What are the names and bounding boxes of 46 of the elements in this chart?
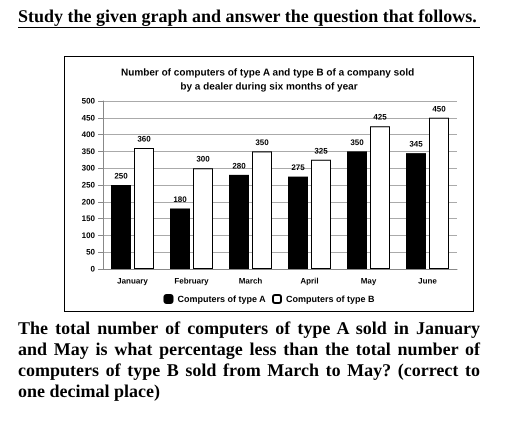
- legend-label: Computers of type A: [177, 294, 266, 304]
- y-tick-label: 50: [86, 248, 96, 257]
- data-label: 250: [114, 172, 128, 180]
- data-label: 350: [350, 138, 364, 147]
- x-tick-label: February: [174, 276, 210, 286]
- bar: [347, 151, 367, 269]
- bar: [111, 185, 131, 269]
- chart-title: Number of computers of type A and type B of a company sold by a dealer during six months of year: [121, 68, 417, 92]
- bar: [288, 176, 308, 269]
- data-label: 350: [255, 138, 270, 147]
- y-tick-label: 200: [82, 197, 96, 206]
- bar: [193, 168, 213, 269]
- bar: [134, 148, 154, 269]
- data-label: 300: [196, 154, 210, 164]
- text: Study the given graph and answer the question that follows.: [18, 6, 480, 28]
- x-tick-label: April: [300, 276, 319, 286]
- x-tick-label: June: [418, 276, 438, 286]
- data-label: 425: [373, 112, 388, 122]
- x-tick-label: March: [238, 276, 262, 286]
- y-tick-label: 150: [82, 214, 96, 224]
- y-tick-label: 350: [82, 146, 96, 156]
- data-label: 275: [291, 163, 306, 172]
- bar: [170, 208, 190, 269]
- x-tick-label: January: [117, 276, 148, 286]
- bar: [429, 118, 449, 269]
- data-label: 280: [232, 161, 246, 170]
- x-tick-label: May: [360, 276, 377, 286]
- y-tick-label: 300: [82, 164, 96, 173]
- bar: [252, 151, 272, 269]
- data-label: 345: [409, 140, 424, 149]
- text: The total number of computers of type A sold in January and May is what percentage less than the total number of computers of type B sold from March to May? (correct to one decimal place): [18, 318, 480, 402]
- data-label: 450: [432, 104, 446, 114]
- bar: [229, 174, 249, 269]
- bar: [370, 126, 390, 269]
- legend-label: Computers of type B: [286, 294, 376, 304]
- bar: [406, 153, 426, 269]
- bar: [311, 160, 331, 269]
- y-tick-label: 400: [82, 130, 96, 140]
- y-tick-label: 450: [82, 113, 96, 122]
- y-tick-label: 0: [90, 264, 96, 274]
- data-label: 325: [314, 146, 328, 156]
- y-tick-label: 500: [82, 96, 96, 106]
- data-label: 180: [173, 195, 188, 204]
- y-tick-label: 100: [82, 230, 96, 240]
- data-label: 360: [137, 134, 152, 144]
- y-tick-label: 250: [82, 180, 96, 190]
